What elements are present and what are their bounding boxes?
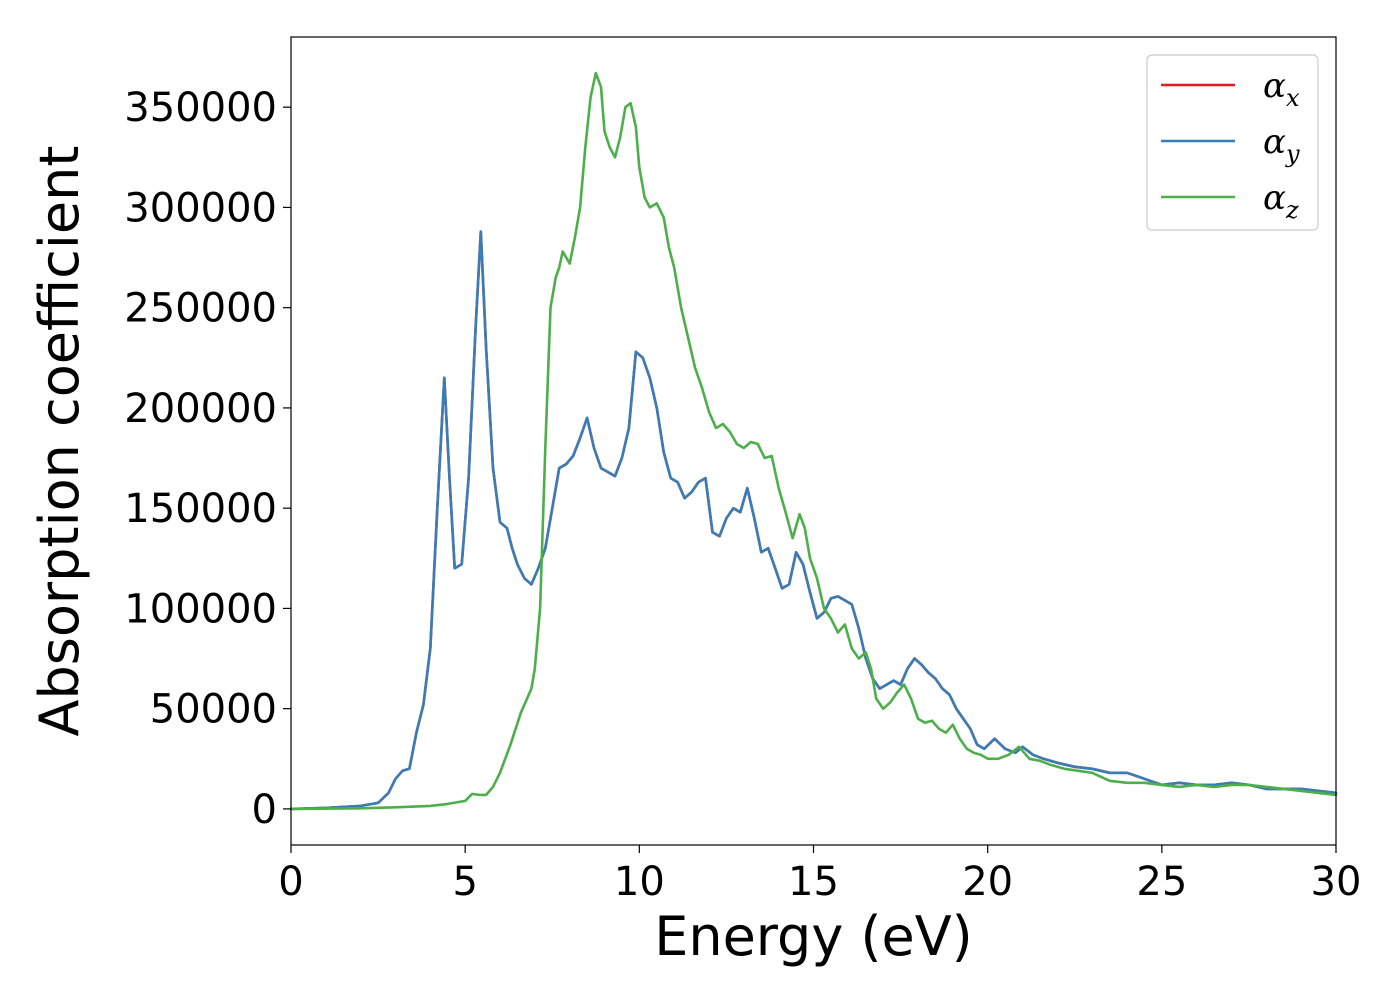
y-tick-label: 200000 xyxy=(124,386,277,432)
y-axis-label: Absorption coefficient xyxy=(28,146,91,737)
series-line-z xyxy=(289,71,1338,811)
x-tick-label: 5 xyxy=(452,859,477,905)
series-layer xyxy=(289,71,1338,811)
y-axis-ticks: 0 50000 100000 150000 200000 250000 300000 3500… xyxy=(124,85,291,833)
x-axis-ticks: 0 5 10 15 20 25 30 xyxy=(278,845,1361,905)
y-tick-label: 300000 xyxy=(124,185,277,231)
series-line-x xyxy=(289,230,1338,811)
y-tick-label: 100000 xyxy=(124,586,277,632)
x-tick-label: 10 xyxy=(614,859,665,905)
x-axis-label: Energy (eV) xyxy=(654,905,973,968)
x-tick-label: 25 xyxy=(1136,859,1187,905)
x-tick-label: 30 xyxy=(1311,859,1362,905)
x-tick-label: 20 xyxy=(962,859,1013,905)
y-tick-label: 250000 xyxy=(124,286,277,332)
series-line-y xyxy=(289,230,1338,811)
y-tick-label: 350000 xyxy=(124,85,277,131)
y-tick-label: 50000 xyxy=(150,687,277,733)
x-tick-label: 15 xyxy=(788,859,839,905)
x-tick-label: 0 xyxy=(278,859,303,905)
legend-box xyxy=(1146,54,1319,231)
y-tick-label: 150000 xyxy=(124,486,277,532)
y-tick-label: 0 xyxy=(252,787,277,833)
